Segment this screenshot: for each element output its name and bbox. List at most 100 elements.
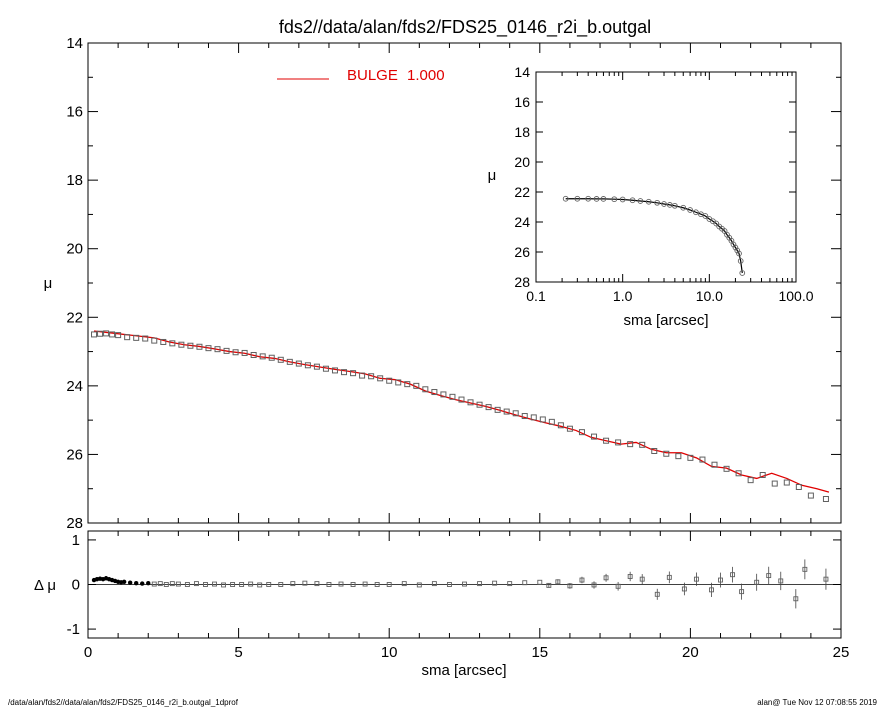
inset-y-tick-label: 22 (514, 184, 530, 200)
residual-point (121, 579, 127, 585)
inset-x-axis-label: sma [arcsec] (623, 312, 708, 329)
data-point (368, 373, 375, 380)
inset-point (661, 201, 667, 207)
x-tick-label: 25 (833, 644, 850, 661)
data-point (807, 492, 814, 499)
residual-point (350, 582, 356, 587)
main-y-tick-label: 18 (66, 172, 83, 189)
residual-point (522, 580, 528, 586)
residual-point (146, 580, 151, 586)
residual-point (477, 581, 483, 587)
residual-point (778, 578, 784, 584)
inset-point (671, 202, 678, 209)
data-point (591, 433, 598, 440)
residual-point (627, 574, 633, 579)
x-tick-label: 15 (531, 644, 548, 661)
residual-point (567, 583, 573, 589)
data-point (268, 354, 275, 361)
data-point (687, 454, 694, 461)
data-point (223, 347, 230, 354)
data-point (615, 439, 622, 446)
data-point (386, 377, 393, 384)
residual-point (338, 581, 344, 587)
inset-point (687, 207, 693, 213)
main-y-tick-label: 22 (66, 309, 83, 326)
residual-point (257, 582, 263, 588)
main-y-tick-label: 14 (66, 35, 83, 52)
data-point (395, 379, 402, 386)
residual-point (239, 582, 245, 587)
residual-point (386, 582, 392, 587)
data-point (440, 391, 447, 398)
inset-point (600, 196, 607, 202)
x-tick-label: 20 (682, 644, 699, 661)
residual-y-tick-label: 1 (72, 532, 80, 549)
residual-point (507, 581, 513, 587)
residual-point (416, 582, 422, 588)
main-y-tick-label: 28 (66, 515, 83, 532)
inset-y-tick-label: 28 (514, 274, 530, 290)
data-point (97, 330, 104, 337)
data-point (241, 349, 248, 356)
bulge-model-line (93, 330, 830, 493)
data-point (286, 358, 293, 365)
data-point (431, 389, 438, 396)
data-point (169, 340, 176, 347)
residual-point (591, 582, 597, 588)
data-point (151, 337, 158, 344)
data-point (557, 422, 564, 429)
residual-point (802, 566, 808, 572)
data-point (196, 343, 203, 350)
residual-point (230, 582, 236, 587)
inset-point (693, 209, 699, 216)
x-tick-label: 10 (381, 644, 398, 661)
residual-point (603, 575, 609, 581)
data-point (277, 356, 284, 363)
residual-point (248, 581, 254, 587)
data-point (377, 375, 384, 382)
residual-y-axis-label: Δ μ (34, 577, 56, 594)
inset-axis-ticks: 14 16 18 20 22 24 26 280.1 1.0 10.0 100.0 (514, 64, 813, 304)
data-point (458, 396, 465, 403)
residual-point (823, 576, 829, 582)
residual-point (290, 581, 296, 587)
main-y-tick-label: 16 (66, 104, 83, 121)
data-point (735, 470, 742, 477)
residual-point (730, 572, 736, 578)
data-point (651, 448, 658, 454)
inset-y-tick-label: 18 (514, 124, 530, 140)
legend-label: BULGE (347, 67, 398, 84)
residual-point (127, 580, 133, 585)
chart-title: fds2//data/alan/fds2/FDS25_0146_r2i_b.ou… (279, 17, 651, 38)
main-y-tick-label: 26 (66, 446, 83, 463)
data-point (530, 414, 537, 421)
inset-point (734, 247, 741, 254)
data-point (359, 372, 366, 379)
data-point (467, 399, 474, 406)
inset-x-tick-label: 100.0 (778, 288, 813, 304)
inset-point (739, 270, 746, 276)
residual-point (555, 579, 561, 585)
data-point (232, 349, 239, 356)
residual-point (431, 581, 437, 587)
inset-point (574, 195, 581, 202)
inset-point (713, 220, 720, 227)
data-point (350, 370, 357, 377)
residual-point (175, 581, 181, 587)
data-point (133, 334, 140, 341)
data-point (404, 381, 411, 388)
footer-left: /data/alan/fds2//data/alan/fds2/FDS25_01… (8, 698, 239, 707)
data-point (539, 416, 546, 423)
data-point (795, 484, 802, 490)
residual-point (666, 574, 672, 580)
residual-point (401, 581, 407, 587)
main-axis-ticks: 14 16 18 20 22 24 26 28 (66, 35, 842, 532)
data-point (341, 369, 348, 376)
data-point (723, 465, 730, 472)
residual-point (793, 596, 799, 602)
residual-point (654, 591, 660, 597)
residual-point (546, 582, 552, 588)
